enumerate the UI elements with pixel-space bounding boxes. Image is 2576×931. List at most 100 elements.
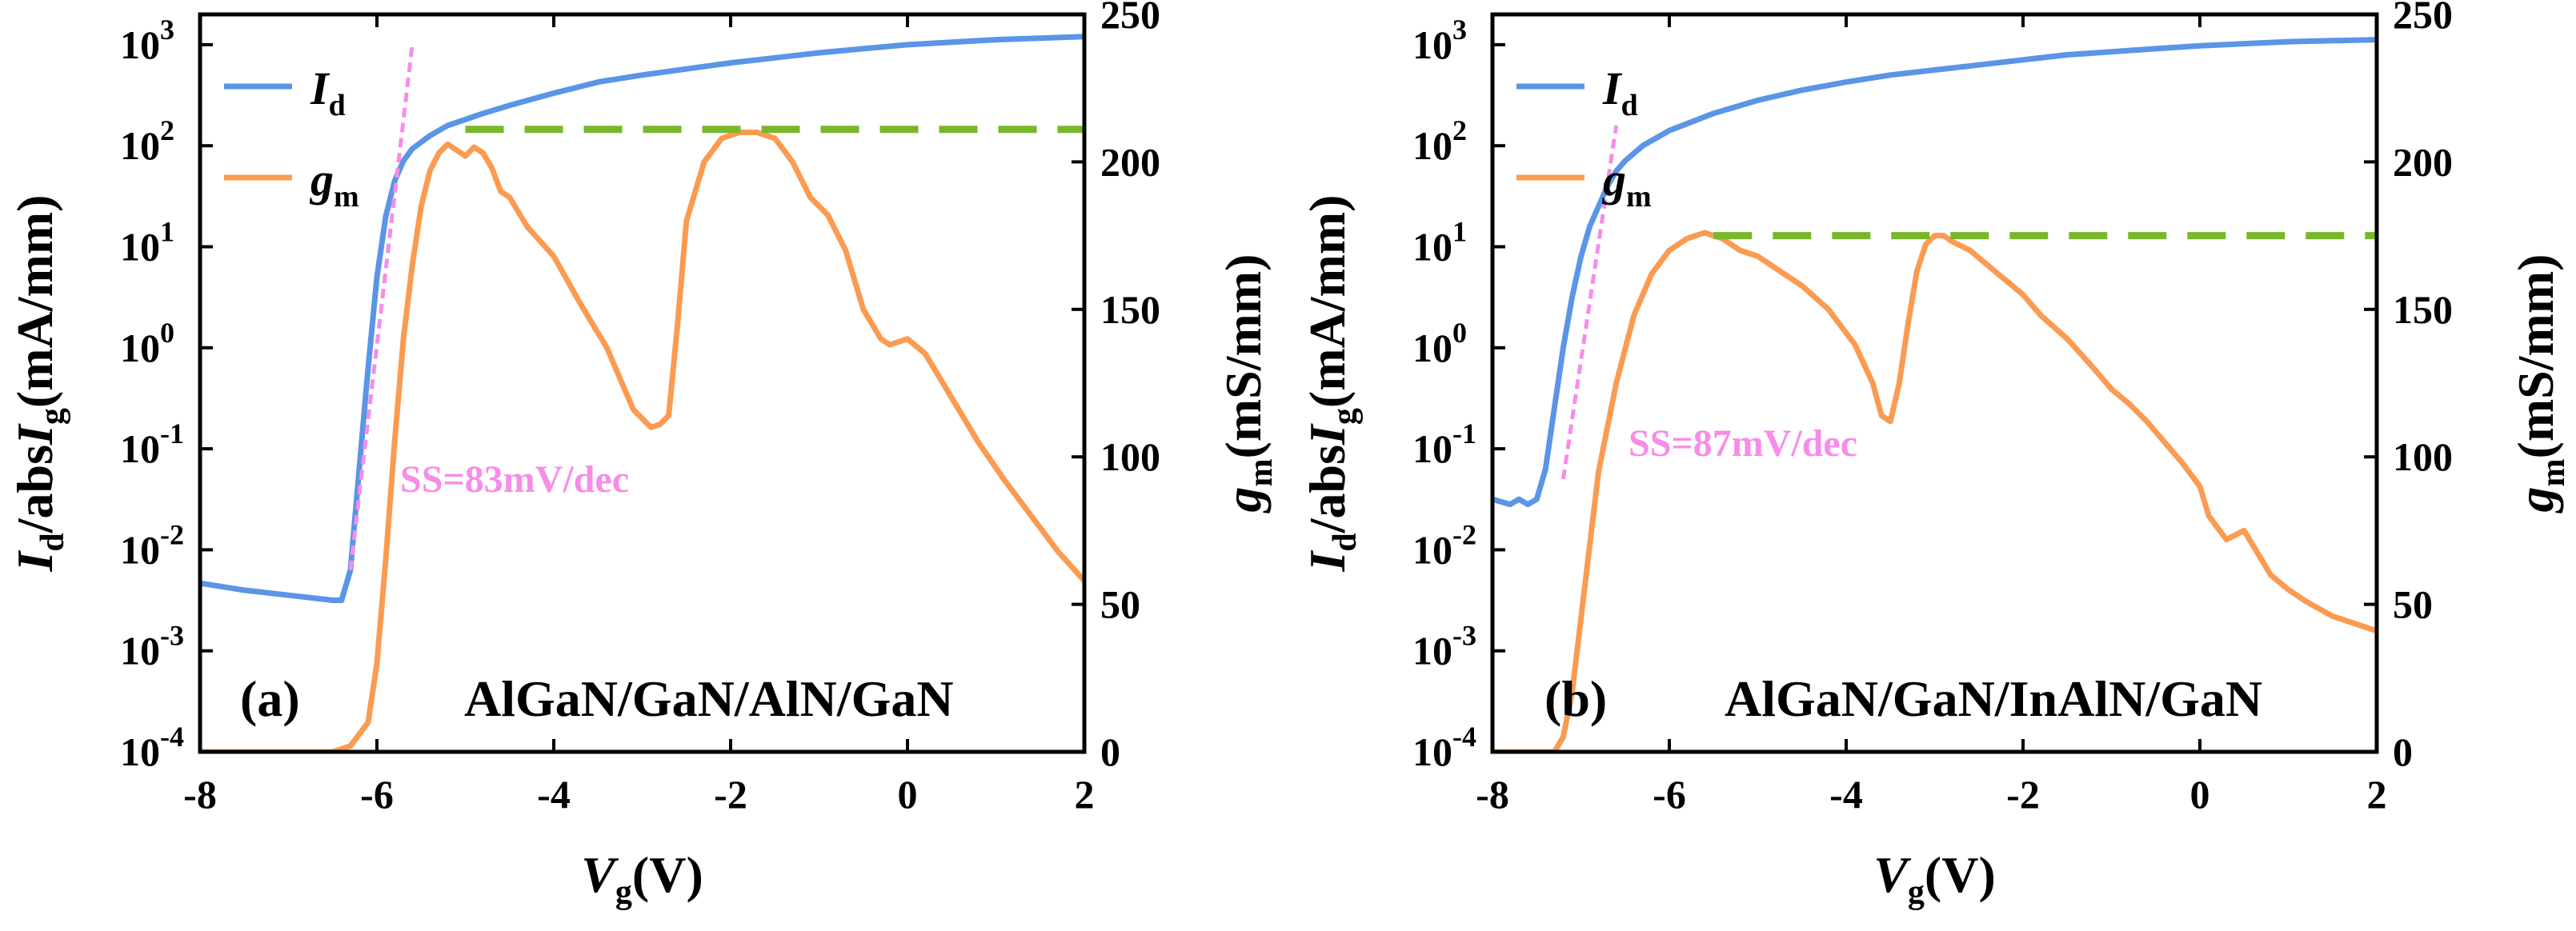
tick-base: 10 xyxy=(1412,326,1452,370)
legend-main: I xyxy=(1602,62,1623,114)
ylabel-right-unit: (mS/mm) xyxy=(1215,254,1272,459)
tick-base: 10 xyxy=(120,729,160,774)
ylabel-right-main: g xyxy=(2507,486,2564,513)
tick-exponent: -4 xyxy=(160,721,184,753)
x-tick-label: -4 xyxy=(1829,772,1863,817)
x-tick-label: -8 xyxy=(1476,772,1509,817)
tick-base: 10 xyxy=(120,629,160,673)
y-left-tick-label: 10-4 xyxy=(120,721,184,774)
ylabel-right-sub: m xyxy=(1243,458,1280,486)
y-right-tick-label: 50 xyxy=(2393,582,2433,627)
x-tick-label: -8 xyxy=(183,772,217,817)
tick-base: 10 xyxy=(1412,729,1452,774)
tick-exponent: 1 xyxy=(160,215,174,247)
ylabel-right-sub: m xyxy=(2535,458,2572,486)
tick-exponent: 3 xyxy=(160,14,174,46)
x-tick-label: -6 xyxy=(1653,772,1686,817)
ylabel-right-unit: (mS/mm) xyxy=(2507,254,2564,459)
y-left-axis-label: Id/absIg(mA/mm) xyxy=(6,194,71,572)
legend-label: Id xyxy=(310,62,346,122)
panel-label: (b) xyxy=(1544,670,1607,727)
ss-fit-line xyxy=(348,44,415,570)
y-right-tick-label: 200 xyxy=(2393,139,2453,184)
x-tick-label: 2 xyxy=(2367,772,2387,817)
tick-base: 10 xyxy=(1412,22,1452,67)
x-tick-label: 0 xyxy=(2190,772,2210,817)
legend-main: g xyxy=(309,154,334,206)
ylabel-b-sub: g xyxy=(1327,408,1364,425)
ylabel-b: I xyxy=(1299,423,1356,446)
tick-exponent: 0 xyxy=(1452,317,1467,349)
ss-annotation: SS=87mV/dec xyxy=(1629,422,1857,465)
plot-area xyxy=(1492,37,2377,752)
ylabel-mid: /abs xyxy=(1299,445,1356,533)
xlabel-main: V xyxy=(581,846,619,903)
x-tick-label: -6 xyxy=(360,772,394,817)
tick-base: 10 xyxy=(120,224,160,269)
y-right-tick-label: 100 xyxy=(1100,434,1160,479)
tick-exponent: 1 xyxy=(1452,215,1467,247)
tick-exponent: 3 xyxy=(1452,14,1467,46)
xlabel-sub: g xyxy=(1908,874,1925,911)
legend-sub: m xyxy=(334,180,359,214)
ylabel-a-sub: d xyxy=(34,533,71,551)
y-left-tick-label: 10-1 xyxy=(120,418,184,471)
id-curve xyxy=(1492,37,2377,508)
panel-a: -8 -6 -4 -2 0 210-410-310-210-110010110210305… xyxy=(6,0,1280,911)
xlabel-main: V xyxy=(1873,846,1912,903)
y-right-tick-label: 100 xyxy=(2393,434,2453,479)
tick-base: 10 xyxy=(1412,629,1452,673)
y-left-tick-label: 102 xyxy=(1412,114,1467,168)
x-tick-label: 0 xyxy=(898,772,918,817)
gm-curve xyxy=(200,130,1084,752)
x-tick-label: -2 xyxy=(2006,772,2040,817)
tick-base: 10 xyxy=(1412,527,1452,572)
y-left-tick-label: 10-4 xyxy=(1412,721,1476,774)
tick-exponent: -2 xyxy=(160,518,184,550)
tick-base: 10 xyxy=(1412,224,1452,269)
structure-label: AlGaN/GaN/AlN/GaN xyxy=(464,670,954,727)
ylabel-b: I xyxy=(6,423,63,446)
ss-fit-line xyxy=(1560,125,1619,480)
legend-sub: m xyxy=(1626,180,1652,214)
tick-exponent: -3 xyxy=(1452,620,1476,652)
tick-base: 10 xyxy=(1412,426,1452,471)
y-right-tick-label: 250 xyxy=(2393,0,2453,37)
ticks: -8 -6 -4 -2 0 210-410-310-210-110010110210305… xyxy=(120,0,1160,817)
legend-main: g xyxy=(1601,154,1626,206)
y-right-tick-label: 250 xyxy=(1100,0,1160,37)
legend-label: gm xyxy=(309,154,359,214)
ylabel-unit: (mA/mm) xyxy=(1299,194,1356,408)
x-tick-label: 2 xyxy=(1075,772,1095,817)
ticks: -8 -6 -4 -2 0 210-410-310-210-110010110210305… xyxy=(1412,0,2453,817)
ss-annotation: SS=83mV/dec xyxy=(400,458,629,501)
legend-sub: d xyxy=(329,89,346,122)
tick-exponent: -3 xyxy=(160,620,184,652)
y-left-tick-label: 102 xyxy=(120,114,174,168)
ylabel-a-sub: d xyxy=(1327,533,1364,551)
plot-frame xyxy=(1490,12,2379,754)
tick-base: 10 xyxy=(120,22,160,67)
y-left-tick-label: 101 xyxy=(120,215,174,269)
tick-exponent: 0 xyxy=(160,317,174,349)
tick-exponent: -1 xyxy=(1452,418,1476,450)
legend-sub: d xyxy=(1621,89,1638,122)
legend-label: Id xyxy=(1602,62,1638,122)
y-left-tick-label: 10-1 xyxy=(1412,418,1476,471)
y-right-axis-label: gm(mS/mm) xyxy=(2507,254,2572,514)
xlabel-sub: g xyxy=(615,874,632,911)
y-right-tick-label: 150 xyxy=(1100,287,1160,332)
y-left-tick-label: 103 xyxy=(1412,14,1467,67)
ylabel-mid: /abs xyxy=(6,445,63,533)
y-right-tick-label: 0 xyxy=(2393,729,2413,774)
y-left-tick-label: 103 xyxy=(120,14,174,67)
panel-label: (a) xyxy=(240,670,300,727)
y-right-tick-label: 200 xyxy=(1100,139,1160,184)
ylabel-unit: (mA/mm) xyxy=(6,194,63,408)
y-left-tick-label: 100 xyxy=(1412,317,1467,370)
structure-label: AlGaN/GaN/InAlN/GaN xyxy=(1725,670,2262,727)
legend-main: I xyxy=(310,62,331,114)
y-left-tick-label: 101 xyxy=(1412,215,1467,269)
